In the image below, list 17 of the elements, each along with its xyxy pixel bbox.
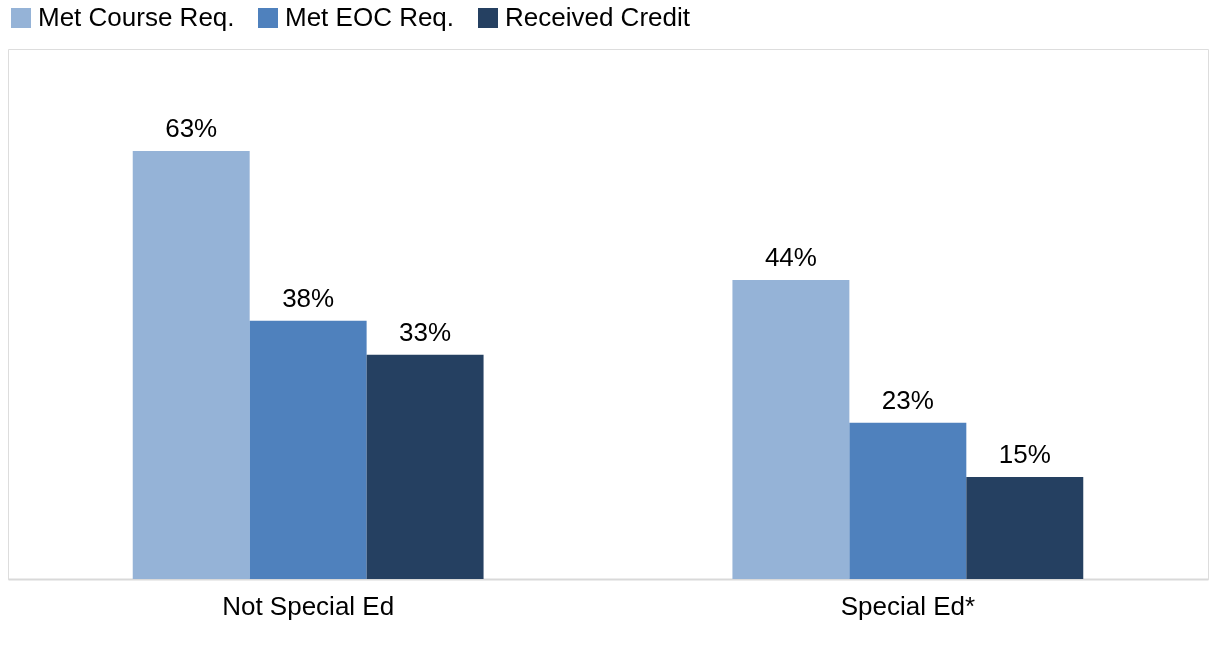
bar <box>732 280 850 579</box>
data-label: 63% <box>165 112 218 143</box>
bar <box>132 150 250 579</box>
legend-label: Received Credit <box>505 2 691 32</box>
x-tick-label: Not Special Ed <box>222 590 395 621</box>
x-tick-label: Special Ed* <box>840 590 976 621</box>
legend-label: Met EOC Req. <box>285 2 455 32</box>
bar <box>366 354 484 579</box>
bar <box>849 422 967 579</box>
data-label: 44% <box>764 242 817 273</box>
data-label: 38% <box>282 282 335 313</box>
legend-label: Met Course Req. <box>38 2 235 32</box>
bar <box>966 477 1084 579</box>
data-label: 33% <box>399 316 452 347</box>
data-label: 23% <box>881 384 934 415</box>
data-label: 15% <box>998 439 1051 470</box>
bar <box>249 320 367 579</box>
